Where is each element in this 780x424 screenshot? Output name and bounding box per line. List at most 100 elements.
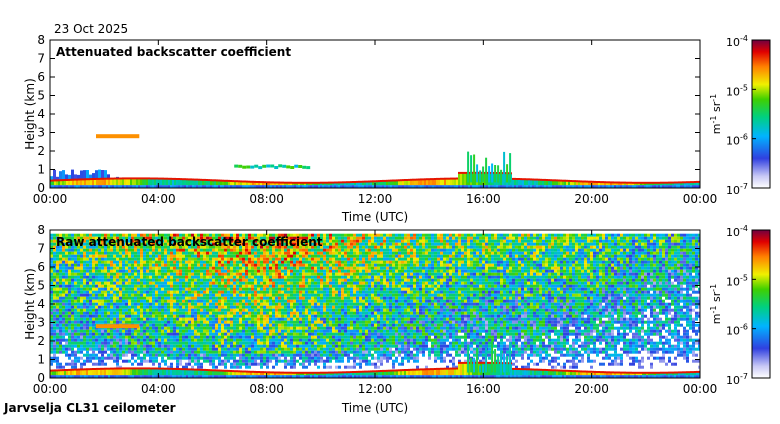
noise-cell: [65, 270, 68, 273]
noise-cell: [503, 261, 506, 264]
noise-cell: [491, 240, 494, 243]
layer-edge-cell: [418, 179, 420, 181]
noise-cell: [443, 276, 446, 279]
noise-cell: [473, 258, 476, 261]
noise-cell: [116, 258, 119, 261]
noise-cell: [335, 264, 338, 267]
noise-cell: [248, 270, 251, 273]
layer-edge-cell: [168, 178, 170, 180]
noise-cell: [422, 237, 425, 240]
noise-cell: [392, 279, 395, 282]
noise-cell: [413, 270, 416, 273]
noise-cell: [539, 270, 542, 273]
noise-cell: [122, 270, 125, 273]
noise-cell: [485, 267, 488, 270]
noise-cell: [347, 246, 350, 249]
noise-cell: [251, 276, 254, 279]
noise-cell: [119, 285, 122, 288]
noise-cell: [629, 267, 632, 270]
noise-cell: [527, 261, 530, 264]
noise-cell: [272, 282, 275, 285]
noise-cell: [266, 261, 269, 264]
noise-cell: [683, 252, 686, 255]
noise-cell: [344, 255, 347, 258]
noise-cell: [617, 243, 620, 246]
noise-cell: [170, 264, 173, 267]
noise-cell: [359, 243, 362, 246]
noise-cell: [596, 240, 599, 243]
noise-cell: [338, 267, 341, 270]
noise-cell: [635, 234, 638, 237]
layer-edge-cell: [402, 179, 404, 181]
noise-cell: [674, 276, 677, 279]
noise-cell: [188, 255, 191, 258]
noise-cell: [308, 273, 311, 276]
noise-cell: [275, 249, 278, 252]
noise-cell: [338, 237, 341, 240]
noise-cell: [647, 270, 650, 273]
noise-cell: [260, 258, 263, 261]
noise-cell: [368, 237, 371, 240]
noise-cell: [458, 267, 461, 270]
noise-cell: [686, 273, 689, 276]
layer-edge-cell: [232, 180, 234, 182]
noise-cell: [110, 276, 113, 279]
noise-cell: [260, 285, 263, 288]
boundary-layer-cell: [150, 179, 152, 186]
noise-cell: [524, 273, 527, 276]
layer-edge-cell: [324, 182, 326, 184]
noise-cell: [479, 237, 482, 240]
noise-cell: [149, 267, 152, 270]
noise-cell: [107, 252, 110, 255]
layer-edge-cell: [76, 179, 78, 181]
noise-cell: [56, 282, 59, 285]
noise-cell: [224, 279, 227, 282]
noise-cell: [566, 258, 569, 261]
noise-cell: [575, 234, 578, 237]
noise-cell: [587, 234, 590, 237]
noise-cell: [617, 234, 620, 237]
noise-cell: [404, 282, 407, 285]
noise-cell: [389, 264, 392, 267]
noise-cell: [623, 264, 626, 267]
noise-cell: [692, 255, 695, 258]
noise-cell: [635, 282, 638, 285]
noise-cell: [407, 267, 410, 270]
noise-cell: [635, 264, 638, 267]
noise-cell: [602, 246, 605, 249]
noise-cell: [467, 258, 470, 261]
noise-cell: [473, 273, 476, 276]
noise-cell: [380, 273, 383, 276]
noise-cell: [83, 285, 86, 288]
layer-edge-cell: [512, 178, 514, 180]
noise-cell: [659, 261, 662, 264]
layer-edge-cell: [192, 179, 194, 181]
noise-cell: [485, 243, 488, 246]
noise-cell: [143, 252, 146, 255]
noise-cell: [593, 276, 596, 279]
noise-cell: [674, 279, 677, 282]
noise-cell: [557, 258, 560, 261]
noise-cell: [290, 285, 293, 288]
mid-layer-cell: [286, 165, 290, 168]
noise-cell: [251, 270, 254, 273]
noise-cell: [224, 267, 227, 270]
noise-cell: [287, 255, 290, 258]
noise-cell: [608, 267, 611, 270]
noise-cell: [533, 249, 536, 252]
noise-cell: [95, 249, 98, 252]
layer-edge-cell: [394, 180, 396, 182]
noise-cell: [425, 252, 428, 255]
noise-cell: [524, 270, 527, 273]
noise-cell: [443, 243, 446, 246]
noise-cell: [146, 285, 149, 288]
noise-cell: [632, 261, 635, 264]
noise-cell: [365, 279, 368, 282]
noise-cell: [602, 267, 605, 270]
noise-cell: [392, 285, 395, 288]
noise-cell: [308, 249, 311, 252]
noise-cell: [245, 264, 248, 267]
noise-cell: [383, 264, 386, 267]
noise-cell: [149, 249, 152, 252]
noise-cell: [254, 258, 257, 261]
